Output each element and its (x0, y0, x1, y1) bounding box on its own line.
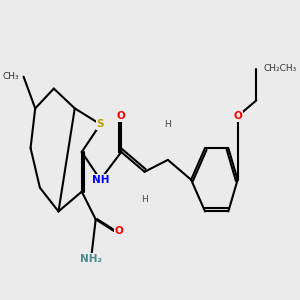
Text: NH: NH (92, 175, 109, 185)
Text: O: O (233, 111, 242, 121)
Text: O: O (114, 226, 123, 236)
Text: O: O (117, 111, 126, 121)
Text: S: S (97, 119, 104, 129)
Text: CH₃: CH₃ (2, 72, 19, 81)
Text: NH₂: NH₂ (80, 254, 102, 264)
Text: H: H (141, 195, 148, 204)
Text: CH₂CH₃: CH₂CH₃ (263, 64, 296, 73)
Text: H: H (164, 120, 171, 129)
